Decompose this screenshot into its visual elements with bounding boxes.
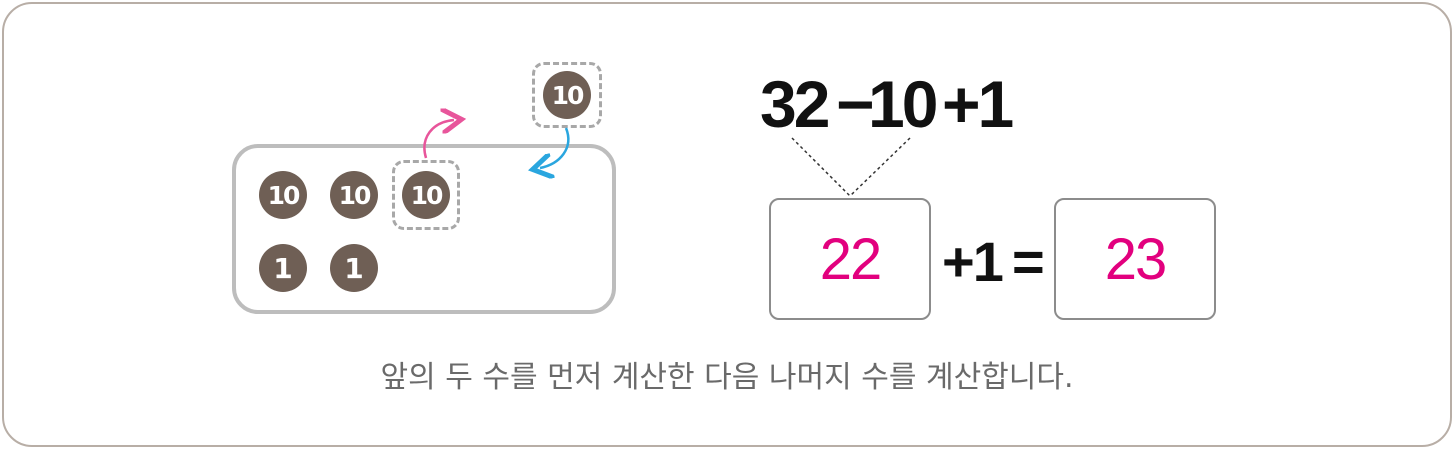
coin-ten-floating: 10 — [543, 71, 591, 119]
expr-minus-sign: − — [836, 67, 875, 141]
result-plus-one: +1 — [942, 230, 1004, 293]
borrowed-coin-dashed-frame — [392, 160, 460, 230]
equals-sign: = — [1012, 230, 1045, 293]
expr-plus-one: +1 — [942, 67, 1014, 141]
expr-second-number: 10 — [868, 67, 938, 141]
coin-one-2: 1 — [330, 244, 378, 292]
coin-ten-2: 10 — [330, 171, 378, 219]
arrow-up-icon — [423, 120, 454, 159]
final-answer-box: 23 — [1054, 198, 1216, 320]
coin-ten-1: 10 — [259, 171, 307, 219]
partial-answer-box: 22 — [769, 198, 931, 320]
guide-line-right — [849, 137, 911, 197]
guide-line-left — [791, 137, 851, 197]
coin-ten-3: 10 — [402, 171, 450, 219]
coin-one-1: 1 — [259, 244, 307, 292]
floating-coin-dashed-frame — [532, 62, 602, 128]
instruction-caption: 앞의 두 수를 먼저 계산한 다음 나머지 수를 계산합니다. — [380, 360, 1074, 395]
expr-first-number: 32 — [760, 67, 830, 141]
arrow-down-icon — [540, 127, 570, 168]
